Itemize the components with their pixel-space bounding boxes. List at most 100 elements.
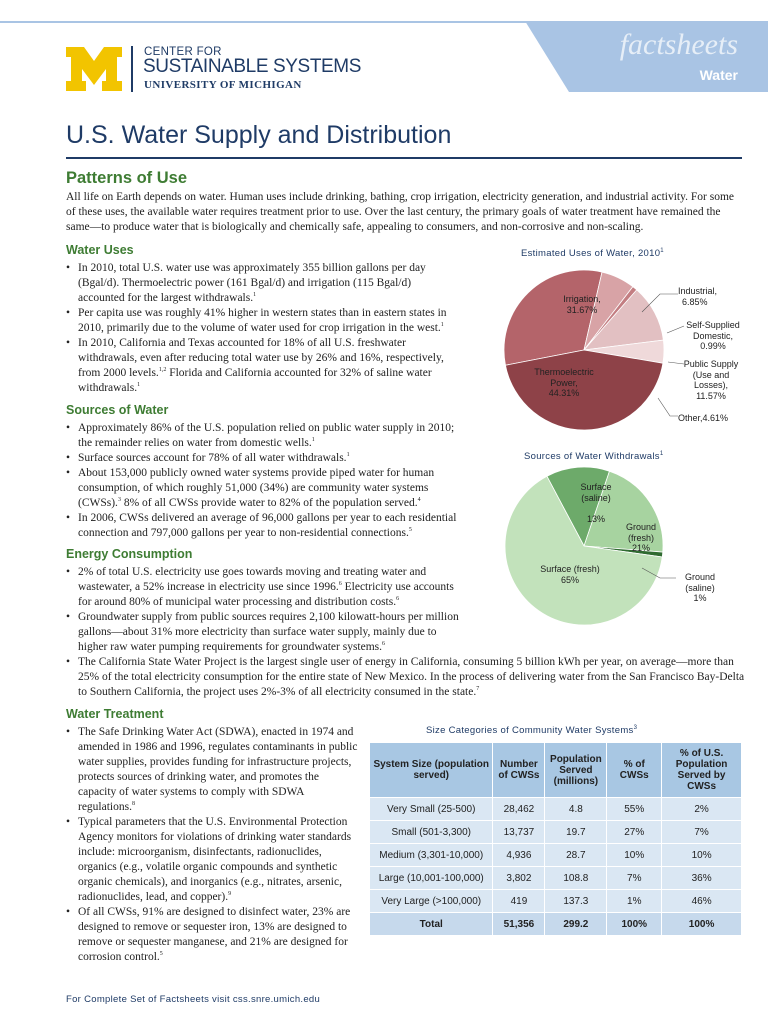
column-header: % of CWSs <box>606 742 663 798</box>
table-cell: 36% <box>661 866 742 890</box>
logo-divider <box>131 46 133 92</box>
table-cell: 108.8 <box>544 866 608 890</box>
table-cell: 100% <box>661 912 742 936</box>
column-header: Number of CWSs <box>492 742 546 798</box>
table-row: Very Large (>100,000) 419 137.3 1% 46% <box>368 889 742 913</box>
slice-label-self-supplied: Self-Supplied Domestic, 0.99% <box>686 320 740 351</box>
table-row: Large (10,001-100,000) 3,802 108.8 7% 36… <box>368 866 742 890</box>
sources-leader-line <box>641 567 676 579</box>
table-cell: 100% <box>606 912 663 936</box>
list-item: The California State Water Project is th… <box>66 655 746 700</box>
table-row: Small (501-3,300) 13,737 19.7 27% 7% <box>368 820 742 844</box>
list-item: The Safe Drinking Water Act (SDWA), enac… <box>66 725 359 815</box>
pie-slice-5 <box>505 349 664 431</box>
treatment-heading: Water Treatment <box>66 707 164 721</box>
table-cell: 46% <box>661 889 742 913</box>
slice-label-thermoelectric: Thermoelectric Power, 44.31% <box>534 367 594 398</box>
slice-label-ground-fresh: Ground (fresh) 21% <box>625 522 657 553</box>
table-cell: 13,737 <box>492 820 546 844</box>
table-total-row: Total 51,356 299.2 100% 100% <box>368 912 742 936</box>
banner-factsheets: factsheets <box>619 28 738 61</box>
energy-heading: Energy Consumption <box>66 547 193 561</box>
list-item: 2% of total U.S. electricity use goes to… <box>66 565 461 610</box>
table-cell: 7% <box>606 866 663 890</box>
table-cell: 10% <box>661 843 742 867</box>
title-rule <box>66 157 742 159</box>
slice-label-surface-fresh: Surface (fresh) 65% <box>540 564 600 585</box>
table-cell: 137.3 <box>544 889 608 913</box>
list-item: In 2010, California and Texas accounted … <box>66 336 458 396</box>
list-item: Typical parameters that the U.S. Environ… <box>66 815 359 905</box>
pie-slice-0 <box>503 269 603 366</box>
column-header: Population Served (millions) <box>544 742 608 798</box>
banner-shape <box>0 21 768 92</box>
treatment-list: The Safe Drinking Water Act (SDWA), enac… <box>66 725 359 965</box>
org-name-line3: UNIVERSITY OF MICHIGAN <box>144 79 302 91</box>
table-cell: 19.7 <box>544 820 608 844</box>
list-item: Of all CWSs, 91% are designed to disinfe… <box>66 905 359 965</box>
cws-size-table: System Size (population served) Number o… <box>368 742 742 936</box>
water-uses-heading: Water Uses <box>66 243 134 257</box>
page-header: CENTER FOR SUSTAINABLE SYSTEMS UNIVERSIT… <box>0 0 768 105</box>
slice-label-ground-saline: Ground (saline) 1% <box>684 572 716 603</box>
slice-label-industrial: Industrial, 6.85% <box>678 286 718 307</box>
pie-slice-3 <box>504 475 663 626</box>
sources-list: Approximately 86% of the U.S. population… <box>66 421 461 541</box>
column-header: % of U.S. Population Served by CWSs <box>661 742 742 798</box>
table-cell: Small (501-3,300) <box>368 820 494 844</box>
energy-list-part2: The California State Water Project is th… <box>66 655 746 700</box>
uses-leader-lines <box>641 293 685 417</box>
table-cell: 2% <box>661 797 742 821</box>
table-header-row: System Size (population served) Number o… <box>368 742 742 798</box>
university-block-m-logo <box>66 47 122 91</box>
slice-label-surface-saline: Surface (saline) 13% <box>580 482 612 524</box>
column-header: System Size (population served) <box>368 742 494 798</box>
slice-label-other: Other,4.61% <box>678 413 729 423</box>
table-cell: 7% <box>661 820 742 844</box>
table-cell: 10% <box>606 843 663 867</box>
table-cell: 3,802 <box>492 866 546 890</box>
table-cell: Very Small (25-500) <box>368 797 494 821</box>
footer-link-text[interactable]: For Complete Set of Factsheets visit css… <box>66 994 321 1005</box>
pie-slice-1 <box>583 470 664 553</box>
table-cell: Very Large (>100,000) <box>368 889 494 913</box>
list-item: About 153,000 publicly owned water syste… <box>66 466 461 511</box>
sources-chart-title: Sources of Water Withdrawals1 <box>524 450 664 462</box>
org-name-line1: CENTER FOR <box>144 46 222 58</box>
table-cell: 1% <box>606 889 663 913</box>
pie-slice-0 <box>546 466 610 548</box>
list-item: Approximately 86% of the U.S. population… <box>66 421 461 451</box>
slice-label-public-supply: Public Supply (Use and Losses), 11.57% <box>683 359 739 401</box>
list-item: Surface sources account for 78% of all w… <box>66 451 461 466</box>
list-item: In 2010, total U.S. water use was approx… <box>66 261 458 306</box>
table-cell: 419 <box>492 889 546 913</box>
energy-list-part1: 2% of total U.S. electricity use goes to… <box>66 565 461 655</box>
table-cell: 4.8 <box>544 797 608 821</box>
table-cell: 51,356 <box>492 912 546 936</box>
org-name-line2: SUSTAINABLE SYSTEMS <box>143 56 361 77</box>
patterns-heading: Patterns of Use <box>66 169 188 187</box>
list-item: Groundwater supply from public sources r… <box>66 610 461 655</box>
water-uses-list: In 2010, total U.S. water use was approx… <box>66 261 458 396</box>
sources-heading: Sources of Water <box>66 403 169 417</box>
table-cell: 4,936 <box>492 843 546 867</box>
patterns-intro: All life on Earth depends on water. Huma… <box>66 191 734 233</box>
page-title: U.S. Water Supply and Distribution <box>66 121 452 149</box>
table-cell: 55% <box>606 797 663 821</box>
table-row: Medium (3,301-10,000) 4,936 28.7 10% 10% <box>368 843 742 867</box>
table-cell: 299.2 <box>544 912 608 936</box>
slice-label-irrigation: Irrigation, 31.67% <box>563 294 601 315</box>
table-cell: 28,462 <box>492 797 546 821</box>
table-cell: Total <box>368 912 494 936</box>
uses-chart-title: Estimated Uses of Water, 20101 <box>521 247 664 259</box>
list-item: In 2006, CWSs delivered an average of 96… <box>66 511 461 541</box>
list-item: Per capita use was roughly 41% higher in… <box>66 306 458 336</box>
table-cell: 28.7 <box>544 843 608 867</box>
uses-pie-chart <box>503 269 665 431</box>
banner-topic: Water <box>699 67 738 83</box>
table-title: Size Categories of Community Water Syste… <box>426 724 638 736</box>
table-cell: Medium (3,301-10,000) <box>368 843 494 867</box>
sources-pie-chart <box>504 466 664 626</box>
table-cell: Large (10,001-100,000) <box>368 866 494 890</box>
table-row: Very Small (25-500) 28,462 4.8 55% 2% <box>368 797 742 821</box>
